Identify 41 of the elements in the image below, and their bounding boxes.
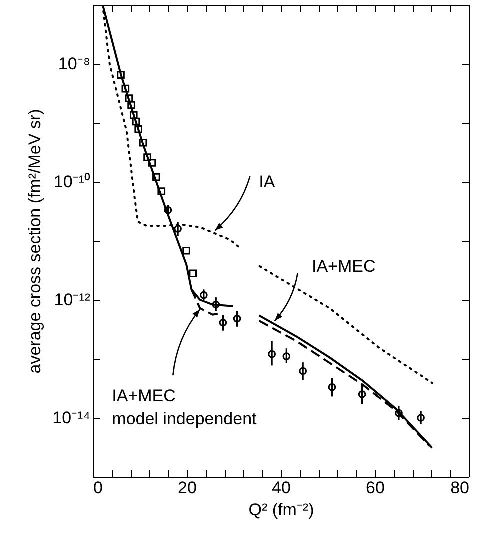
- point: [139, 138, 148, 147]
- point: [182, 246, 190, 255]
- y-tick-label: 10⁻¹²: [54, 290, 91, 310]
- annotation: IA+MEC model independent: [112, 386, 258, 428]
- point: [299, 367, 307, 376]
- point: [212, 300, 220, 309]
- point: [358, 390, 366, 398]
- y-tick-label: 10⁻¹⁰: [54, 172, 90, 192]
- annotation: IA+MEC: [312, 256, 376, 276]
- annotation: IA: [259, 172, 276, 192]
- point: [134, 125, 143, 134]
- x-tick-label: 80: [450, 478, 470, 498]
- x-tick-label: 60: [366, 478, 385, 498]
- point: [117, 71, 125, 79]
- point: [189, 270, 198, 278]
- point: [128, 101, 136, 110]
- point: [233, 314, 242, 323]
- point: [122, 84, 130, 93]
- x-tick-label: 40: [272, 478, 291, 498]
- point: [395, 409, 403, 418]
- point: [148, 159, 156, 167]
- point: [282, 352, 291, 360]
- point: [158, 188, 166, 196]
- point: [130, 111, 138, 120]
- point: [125, 94, 134, 102]
- point: [144, 154, 152, 162]
- point: [200, 291, 208, 300]
- x-tick-label: 0: [94, 478, 103, 498]
- point: [174, 225, 182, 233]
- point: [268, 350, 276, 358]
- point: [417, 414, 425, 422]
- y-tick-label: 10⁻¹⁴: [52, 408, 90, 428]
- point: [132, 118, 140, 126]
- point: [219, 318, 228, 327]
- x-tick-label: 20: [178, 478, 197, 498]
- y-tick-label: 10⁻⁸: [58, 54, 90, 74]
- x-axis-title: Q² (fm⁻²): [248, 500, 314, 520]
- point: [152, 173, 160, 182]
- y-axis-title: average cross section (fm²/MeV sr): [26, 109, 45, 374]
- point: [328, 384, 336, 392]
- point: [164, 206, 172, 214]
